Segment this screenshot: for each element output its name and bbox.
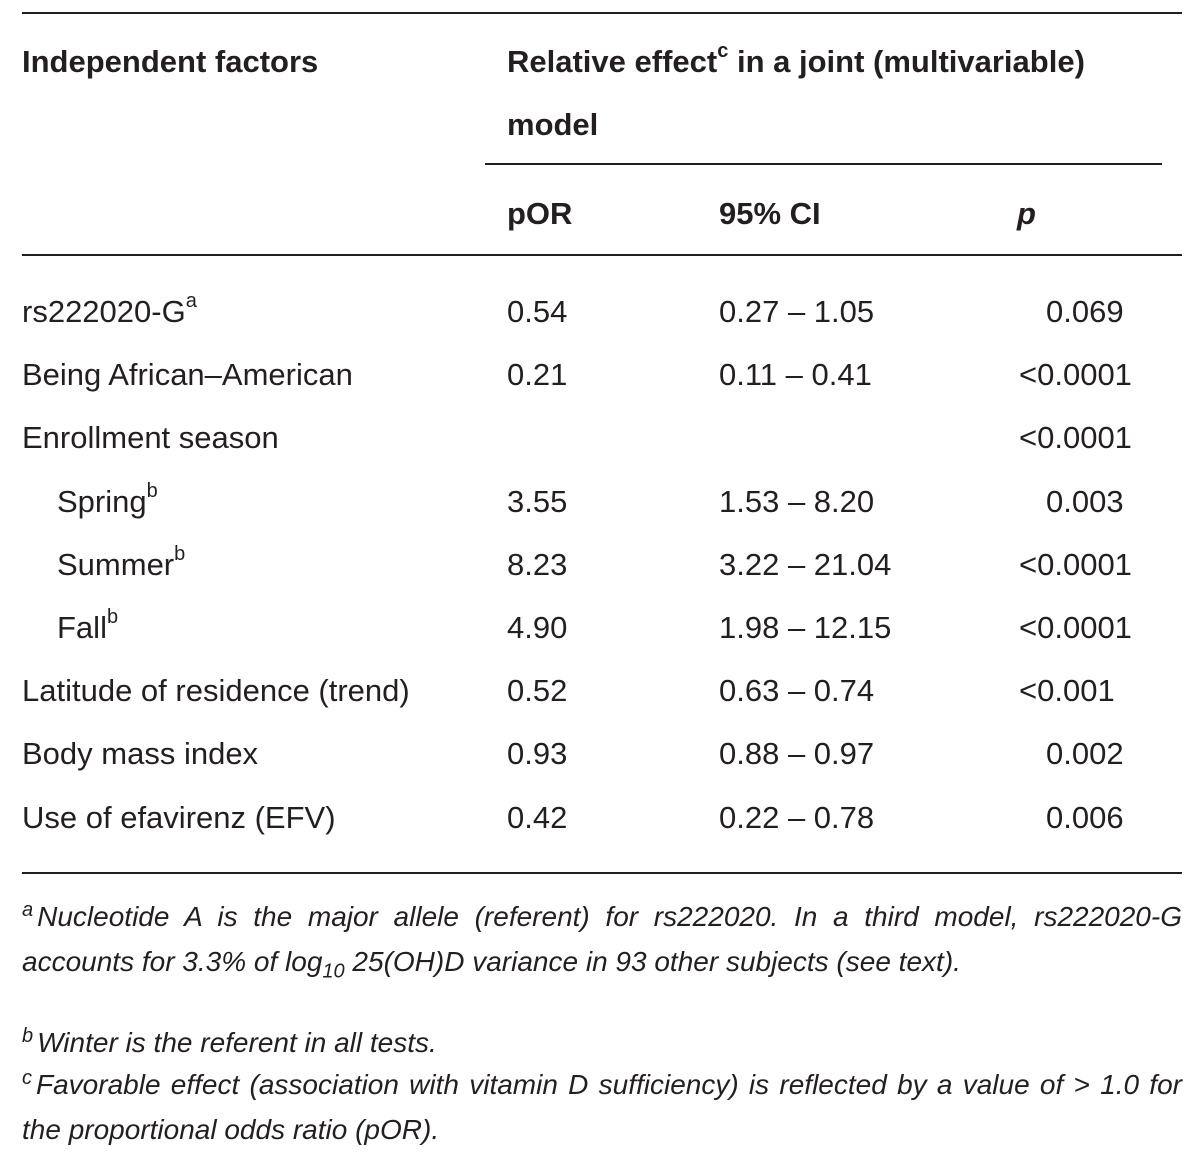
row-factor: Use of efavirenz (EFV): [22, 800, 336, 836]
row-p-value: <0.001: [1019, 673, 1115, 708]
table-bottom-rule: [22, 872, 1182, 874]
header-independent-factors: Independent factors: [22, 44, 319, 79]
row-factor: rs222020-Ga: [22, 291, 197, 330]
header-model: model: [507, 107, 599, 142]
row-factor-footnote-marker: a: [185, 289, 197, 312]
row-factor-label: Fall: [57, 610, 107, 645]
row-factor-label: Body mass index: [22, 736, 259, 771]
footnote-b-marker: b: [22, 1025, 34, 1047]
row-factor-label: Summer: [57, 547, 175, 582]
row-ci: 0.11 – 0.41: [719, 357, 872, 392]
row-factor-label: Use of efavirenz (EFV): [22, 800, 336, 835]
row-por: 0.21: [507, 357, 568, 392]
header-p: p: [1017, 196, 1036, 231]
row-por: 3.55: [507, 484, 568, 519]
row-factor-label: Enrollment season: [22, 420, 279, 455]
footnote-c-marker: c: [22, 1067, 32, 1089]
header-relative-effect: Relative effectc in a joint (multivariab…: [507, 41, 1085, 80]
row-factor: Fallb: [57, 607, 118, 646]
row-factor: Summerb: [57, 544, 185, 583]
footnote-c: c Favorable effect (association with vita…: [22, 1064, 1182, 1151]
row-p-value: <0.0001: [1019, 547, 1132, 582]
row-p-value: 0.002: [1046, 736, 1124, 771]
row-p-value: <0.0001: [1019, 357, 1132, 392]
row-por: 0.93: [507, 736, 568, 771]
header-relative-effect-text-2: in a joint (multivariable): [736, 44, 1085, 79]
header-footnote-marker-c: c: [717, 39, 729, 62]
row-por: 4.90: [507, 610, 568, 645]
row-por: 8.23: [507, 547, 568, 582]
row-factor-footnote-marker: b: [174, 542, 186, 565]
row-factor-label: Spring: [57, 484, 147, 519]
header-por: pOR: [507, 196, 573, 231]
row-ci: 0.22 – 0.78: [719, 800, 875, 835]
row-ci: 1.98 – 12.15: [719, 610, 892, 645]
row-ci: 0.88 – 0.97: [719, 736, 875, 771]
row-p-value: 0.006: [1046, 800, 1124, 835]
footnote-a-text-2: 25(OH)D variance in 93 other subjects (s…: [344, 946, 961, 977]
row-por: 0.42: [507, 800, 568, 835]
row-p-value: <0.0001: [1019, 610, 1132, 645]
row-factor-label: Latitude of residence (trend): [22, 673, 410, 708]
group-underline-rule: [485, 163, 1162, 165]
header-relative-effect-text: Relative effect: [507, 44, 718, 79]
footnote-b: b Winter is the referent in all tests.: [22, 1022, 1182, 1067]
row-factor-label: rs222020-G: [22, 294, 186, 329]
header-bottom-rule: [22, 254, 1182, 256]
row-factor: Springb: [57, 481, 158, 520]
row-p-value: 0.069: [1046, 294, 1124, 329]
row-factor: Latitude of residence (trend): [22, 673, 410, 709]
row-factor: Enrollment season: [22, 420, 279, 456]
row-ci: 0.63 – 0.74: [719, 673, 875, 708]
row-ci: 0.27 – 1.05: [719, 294, 875, 329]
row-factor-footnote-marker: b: [146, 479, 158, 502]
row-ci: 1.53 – 8.20: [719, 484, 875, 519]
row-p-value: 0.003: [1046, 484, 1124, 519]
footnote-c-text: Favorable effect (association with vitam…: [22, 1069, 1182, 1145]
row-p-value: <0.0001: [1019, 420, 1132, 455]
row-factor-label: Being African–American: [22, 357, 353, 392]
row-por: 0.54: [507, 294, 568, 329]
footnote-a-text: Nucleotide A is the major allele (refere…: [22, 901, 1182, 977]
footnote-a-marker: a: [22, 899, 34, 921]
top-rule: [22, 12, 1182, 14]
row-ci: 3.22 – 21.04: [719, 547, 892, 582]
row-por: 0.52: [507, 673, 568, 708]
footnote-a-subscript: 10: [322, 960, 345, 983]
row-factor: Body mass index: [22, 736, 258, 772]
footnote-a: a Nucleotide A is the major allele (refer…: [22, 896, 1182, 983]
header-ci: 95% CI: [719, 196, 821, 231]
row-factor: Being African–American: [22, 357, 353, 393]
footnote-b-text: Winter is the referent in all tests.: [37, 1027, 437, 1058]
row-factor-footnote-marker: b: [106, 605, 119, 628]
